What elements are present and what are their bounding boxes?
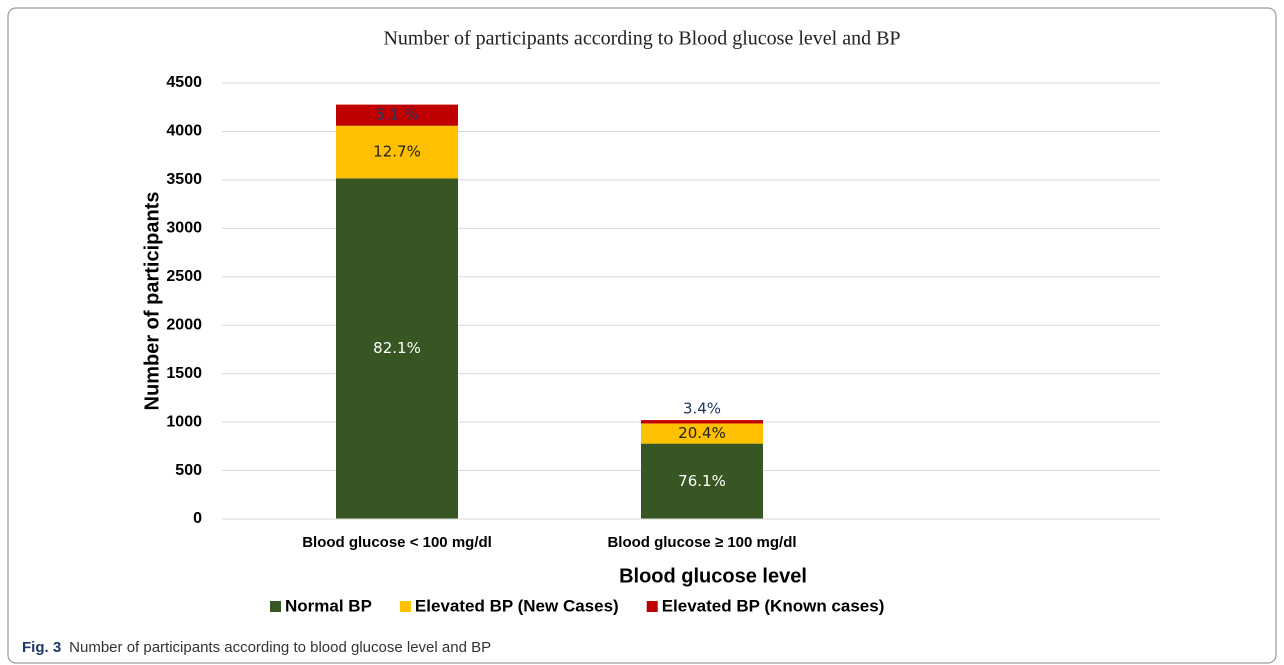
segment-label: 12.7% xyxy=(373,143,421,161)
y-tick-label: 1500 xyxy=(166,365,202,382)
caption-text: Number of participants according to bloo… xyxy=(69,639,491,656)
y-tick-label: 2500 xyxy=(166,268,202,285)
segment-label: 20.4% xyxy=(678,424,726,442)
bar-segment xyxy=(336,104,458,126)
chart-title: Number of participants according to Bloo… xyxy=(383,28,900,50)
x-tick-label: Blood glucose < 100 mg/dl xyxy=(302,534,492,551)
segment-label: 3.4% xyxy=(683,400,721,418)
figure-border xyxy=(7,7,1277,664)
bar-segment xyxy=(641,420,763,424)
y-tick-label: 1000 xyxy=(166,413,202,430)
x-axis-label: Blood glucose level xyxy=(619,565,807,587)
y-axis-label: Number of participants xyxy=(141,192,163,411)
x-tick-label: Blood glucose ≥ 100 mg/dl xyxy=(607,534,796,551)
y-tick-label: 4500 xyxy=(166,74,202,91)
legend-swatch xyxy=(399,601,411,612)
segment-label: 5.1 % xyxy=(376,106,419,124)
legend-label: Normal BP xyxy=(285,596,372,615)
caption: Fig. 3 Number of participants according t… xyxy=(22,639,491,656)
y-tick-label: 500 xyxy=(175,462,202,479)
legend-swatch xyxy=(646,601,658,612)
legend: Normal BP Elevated BP (New Cases) Elevated… xyxy=(270,596,884,615)
legend-label: Elevated BP (Known cases) xyxy=(662,596,885,615)
segment-label: 82.1% xyxy=(373,339,421,357)
bar-segment xyxy=(336,125,458,179)
y-tick-label: 0 xyxy=(193,510,202,527)
y-tick-label: 4000 xyxy=(166,123,202,140)
bar-segment xyxy=(336,178,458,520)
legend-swatch xyxy=(270,601,281,612)
caption-label: Fig. 3 xyxy=(22,639,61,656)
segment-label: 76.1% xyxy=(678,472,726,490)
y-tick-label: 3000 xyxy=(166,220,202,237)
y-tick-label: 3500 xyxy=(166,171,202,188)
bar-segment xyxy=(641,443,763,519)
bar-segment xyxy=(641,423,763,444)
y-tick-label: 2000 xyxy=(166,316,202,333)
legend-label: Elevated BP (New Cases) xyxy=(415,596,619,615)
